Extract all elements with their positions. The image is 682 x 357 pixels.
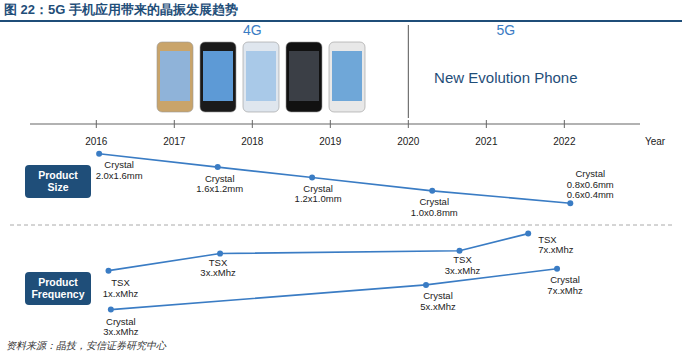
- html-text:资料来源：晶技，安信证券研究中心: 资料来源：晶技，安信证券研究中心: [6, 340, 166, 351]
- svg-text:TSX3x.xMhz: TSX3x.xMhz: [445, 254, 481, 275]
- svg-text:4G: 4G: [243, 22, 262, 38]
- svg-text:Year: Year: [645, 136, 666, 147]
- svg-text:Crystal0.8x0.6mm0.6x0.4mm: Crystal0.8x0.6mm0.6x0.4mm: [567, 168, 614, 200]
- html-text:图 22：5G 手机应用带来的晶振发展趋势: 图 22：5G 手机应用带来的晶振发展趋势: [4, 2, 238, 17]
- svg-text:Crystal1.0x0.8mm: Crystal1.0x0.8mm: [411, 196, 458, 217]
- svg-text:2018: 2018: [241, 136, 264, 147]
- svg-text:Crystal1.2x1.0mm: Crystal1.2x1.0mm: [295, 183, 342, 204]
- svg-text:Crystal3x.xMhz: Crystal3x.xMhz: [103, 316, 139, 337]
- svg-text:TSX1x.xMhz: TSX1x.xMhz: [103, 277, 139, 298]
- svg-text:2020: 2020: [397, 136, 420, 147]
- svg-text:2019: 2019: [319, 136, 342, 147]
- svg-text:2017: 2017: [163, 136, 186, 147]
- svg-text:ProductSize: ProductSize: [38, 169, 78, 193]
- svg-text:2022: 2022: [553, 136, 576, 147]
- svg-text:TSX3x.xMhz: TSX3x.xMhz: [200, 257, 236, 278]
- svg-text:TSX7x.xMhz: TSX7x.xMhz: [538, 234, 574, 255]
- svg-text:Crystal7x.xMhz: Crystal7x.xMhz: [547, 274, 583, 295]
- svg-text:5G: 5G: [496, 22, 515, 38]
- svg-text:ProductFrequency: ProductFrequency: [31, 276, 84, 300]
- svg-text:2021: 2021: [475, 136, 498, 147]
- svg-text:Crystal5x.xMhz: Crystal5x.xMhz: [420, 290, 456, 311]
- svg-text:Crystal1.6x1.2mm: Crystal1.6x1.2mm: [196, 173, 243, 194]
- svg-text:New Evolution Phone: New Evolution Phone: [434, 69, 577, 86]
- svg-text:Crystal2.0x1.6mm: Crystal2.0x1.6mm: [96, 159, 143, 180]
- svg-text:2016: 2016: [85, 136, 108, 147]
